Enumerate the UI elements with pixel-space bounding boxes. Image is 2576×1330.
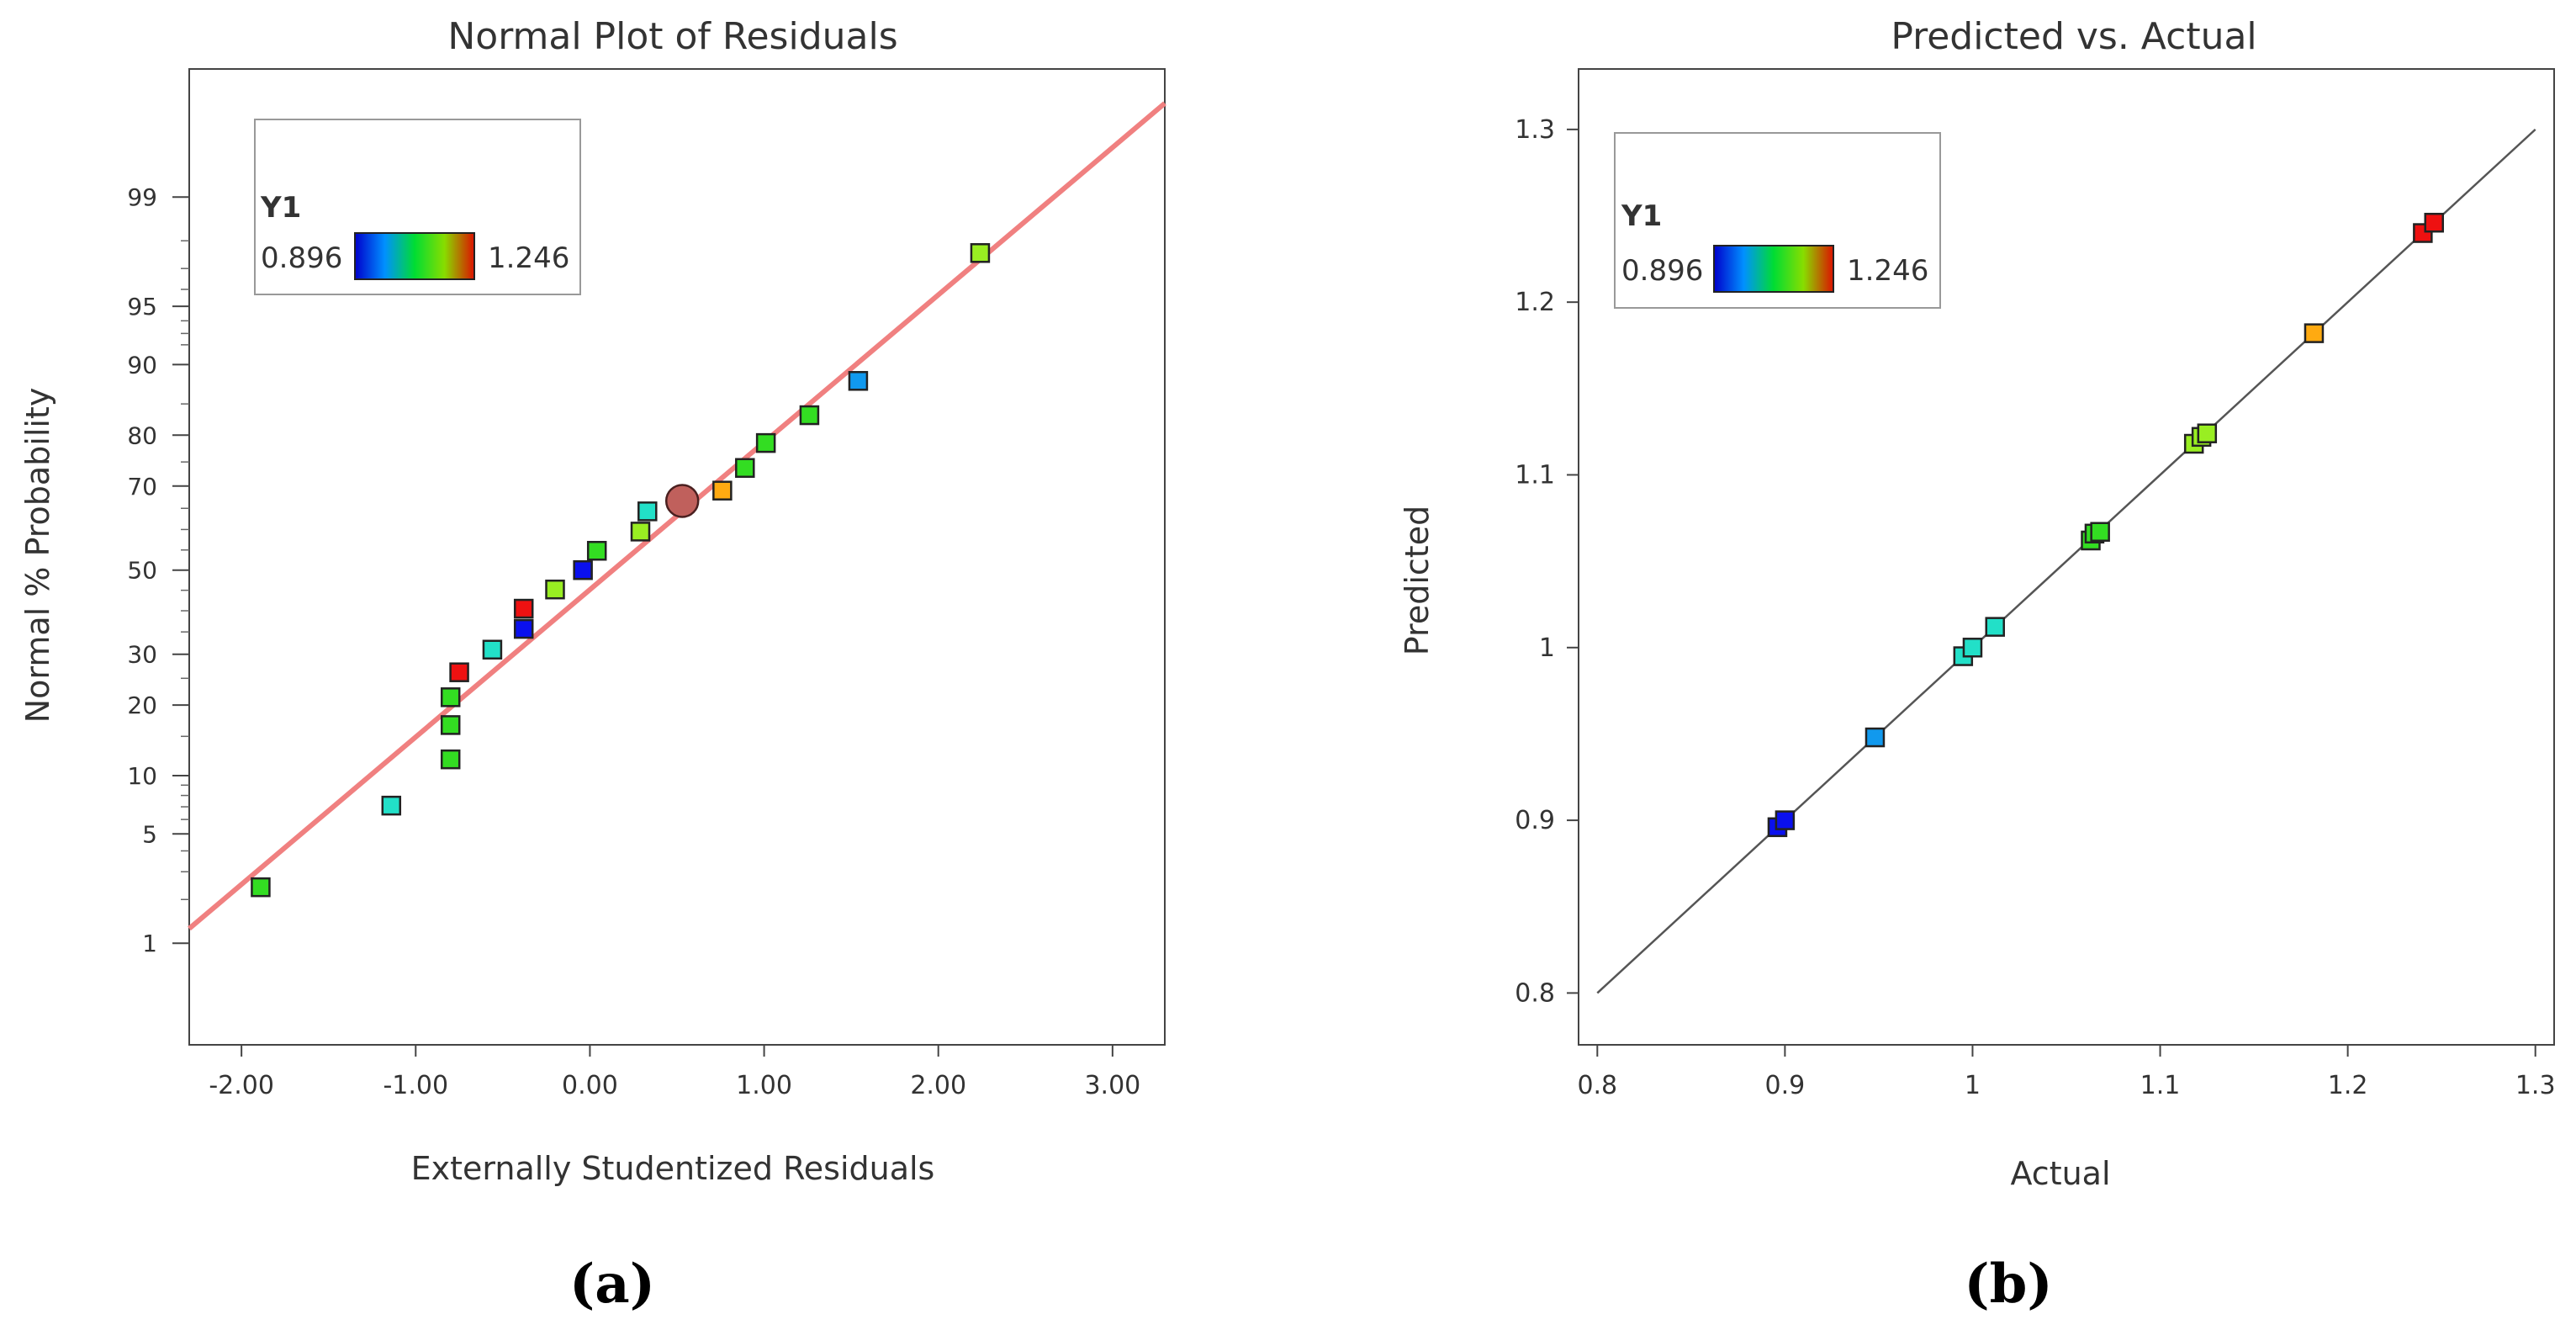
y-tick-label: 80 — [127, 421, 157, 449]
legend-title: Y1 — [1621, 199, 1662, 233]
x-tick-label: 0.9 — [1765, 1071, 1806, 1100]
panel-label-b: (b) — [1964, 1253, 2052, 1316]
x-tick-label: 1.3 — [2515, 1071, 2556, 1100]
residual-point-highlighted — [664, 484, 700, 518]
legend-colorbar — [1713, 245, 1834, 293]
normal-plot-title: Normal Plot of Residuals — [447, 15, 897, 58]
normal-plot-panel: Normal Plot of Residuals -2.00 -1.00 0.00 1… — [19, 15, 1166, 1316]
normal-plot-x-label: Externally Studentized Residuals — [411, 1150, 935, 1187]
x-tick-label: 1 — [1965, 1071, 1981, 1100]
legend-max-label: 1.246 — [1847, 254, 1928, 288]
data-point — [1865, 727, 1886, 748]
residual-point — [970, 243, 991, 263]
y-tick-label: 10 — [127, 762, 157, 790]
data-point — [2197, 423, 2218, 443]
pva-y-label: Predicted — [1399, 506, 1436, 655]
residual-point — [755, 432, 776, 453]
y-tick-label: 90 — [127, 351, 157, 379]
x-tick-label: -1.00 — [383, 1071, 448, 1100]
y-tick-label: 1.2 — [1515, 288, 1555, 317]
x-tick-label: 1.00 — [736, 1071, 792, 1100]
residual-point — [712, 480, 733, 501]
predicted-vs-actual-panel: Predicted vs. Actual 0.8 0.9 1 1.1 1.2 1.3 0.… — [1399, 15, 2556, 1316]
residual-point — [573, 559, 593, 580]
y-tick-label: 20 — [127, 691, 157, 719]
normal-plot-y-axis: 1 5 10 20 30 50 70 80 90 95 99 — [127, 183, 189, 957]
residual-point — [848, 371, 869, 391]
y-tick-label: 99 — [127, 183, 157, 211]
pva-x-axis: 0.8 0.9 1 1.1 1.2 1.3 — [1577, 1045, 2556, 1100]
y-tick-label: 1 — [142, 930, 157, 957]
pva-y-axis: 0.8 0.9 1 1.1 1.2 1.3 — [1515, 115, 1579, 1008]
data-point — [1962, 638, 1983, 658]
residual-point — [637, 501, 658, 522]
residual-point — [440, 749, 461, 770]
residual-point — [735, 458, 755, 479]
normal-plot-y-label: Normal % Probability — [19, 388, 56, 723]
data-point — [2424, 212, 2444, 233]
x-tick-label: -2.00 — [209, 1071, 274, 1100]
legend-min-label: 0.896 — [1621, 254, 1703, 288]
y-tick-label: 30 — [127, 641, 157, 669]
residual-point — [545, 579, 565, 600]
residual-point — [799, 405, 820, 426]
x-tick-label: 0.8 — [1577, 1071, 1617, 1100]
legend-title: Y1 — [260, 191, 301, 225]
legend-min-label: 0.896 — [261, 241, 342, 275]
x-tick-label: 1.2 — [2328, 1071, 2368, 1100]
data-point — [2090, 522, 2110, 542]
normal-plot-x-axis: -2.00 -1.00 0.00 1.00 2.00 3.00 — [209, 1045, 1140, 1100]
pva-points — [1767, 212, 2444, 838]
normal-plot-legend: Y1 0.896 1.246 — [254, 119, 581, 295]
y-tick-label: 5 — [142, 820, 157, 848]
legend-max-label: 1.246 — [488, 241, 569, 275]
x-tick-label: 3.00 — [1084, 1071, 1140, 1100]
y-tick-label: 50 — [127, 557, 157, 585]
x-tick-label: 2.00 — [910, 1071, 966, 1100]
residual-point — [513, 618, 534, 639]
panel-label-a: (a) — [569, 1253, 655, 1316]
x-tick-label: 0.00 — [562, 1071, 618, 1100]
residual-point — [630, 522, 651, 542]
pva-legend: Y1 0.896 1.246 — [1614, 132, 1941, 309]
data-point — [1775, 810, 1796, 830]
residual-point — [513, 598, 534, 619]
data-point — [1985, 617, 2005, 637]
data-point — [2304, 323, 2325, 343]
pva-title: Predicted vs. Actual — [1891, 15, 2256, 58]
residual-point — [251, 877, 271, 898]
residual-point — [586, 540, 607, 561]
y-tick-label: 70 — [127, 473, 157, 501]
normal-plot-points — [251, 243, 991, 898]
residual-point — [381, 795, 402, 816]
x-tick-label: 1.1 — [2140, 1071, 2181, 1100]
y-tick-label: 1 — [1539, 633, 1555, 663]
y-tick-label: 95 — [127, 293, 157, 321]
pva-reference-line — [1596, 128, 2536, 994]
residual-point — [449, 662, 469, 682]
legend-colorbar — [354, 232, 475, 280]
residual-point — [482, 639, 503, 660]
y-tick-label: 1.1 — [1515, 460, 1555, 490]
y-tick-label: 0.9 — [1515, 806, 1555, 835]
pva-x-label: Actual — [2010, 1155, 2110, 1192]
residual-point — [440, 715, 461, 735]
residual-point — [440, 687, 461, 707]
y-tick-label: 0.8 — [1515, 978, 1555, 1008]
y-tick-label: 1.3 — [1515, 115, 1555, 145]
